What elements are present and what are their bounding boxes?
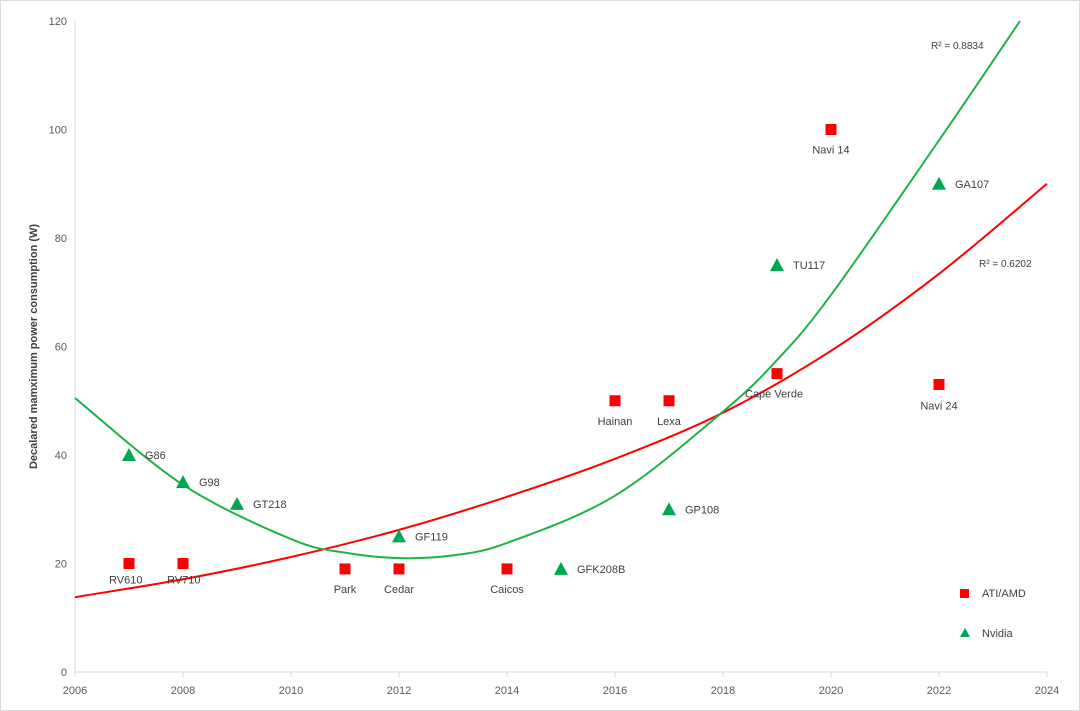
axes: 0 20 40 60 80 100 120 2006 2008 2010 2012 2014 2016 2… [28,16,1059,697]
legend: ATI/AMD Nvidia [960,588,1026,640]
x-tick-label: 2006 [63,685,87,697]
nvidia-r2-label: R² = 0.8834 [931,41,984,52]
nvidia-marker-gfk208b [554,561,568,575]
point-label-cedar: Cedar [384,584,414,596]
nvidia-marker-gp108 [662,502,676,516]
point-label-g98: G98 [199,477,220,489]
y-tick-label: 20 [55,559,67,571]
point-label-cape-verde: Cape Verde [745,389,803,401]
point-label-gfk208b: GFK208B [577,564,625,576]
nvidia-marker-g86 [122,448,136,461]
amd-marker-caicos [501,563,513,575]
nvidia-marker-tu117 [770,258,784,272]
y-tick-label: 40 [55,450,67,462]
point-label-navi-24: Navi 24 [920,400,957,412]
point-label-gf119: GF119 [415,531,448,543]
point-labels: R² = 0.6202 R² = 0.8834 RV610 RV710 Park Ceda… [109,41,1032,596]
amd-marker-rv710 [177,558,189,569]
x-tick-label: 2024 [1035,685,1059,697]
amd-trendline [74,182,1048,599]
point-label-ga107: GA107 [955,179,989,191]
amd-marker-cedar [393,563,405,575]
nvidia-marker-ga107 [932,176,946,190]
y-axis-title: Decalared mamximum power consumption (W) [28,224,40,469]
point-label-lexa: Lexa [657,416,682,428]
x-tick-label: 2020 [819,685,843,697]
point-label-g86: G86 [145,450,166,462]
x-tick-label: 2014 [495,685,519,697]
x-tick-label: 2022 [927,685,951,697]
y-tick-label: 60 [55,342,67,354]
y-tick-label: 120 [49,16,67,28]
legend-label-nvidia: Nvidia [982,628,1013,640]
legend-marker-amd [960,589,969,598]
amd-marker-cape-verde [771,368,783,380]
amd-marker-hainan [609,395,621,407]
nvidia-marker-g98 [176,475,190,489]
x-tick-label: 2018 [711,685,735,697]
y-tick-label: 0 [61,667,67,679]
point-label-hainan: Hainan [598,416,633,428]
legend-label-amd: ATI/AMD [982,588,1026,600]
trendlines [74,20,1048,599]
nvidia-marker-gf119 [392,529,406,543]
amd-r2-label: R² = 0.6202 [979,259,1032,270]
y-tick-label: 80 [55,233,67,245]
x-tick-label: 2010 [279,685,303,697]
amd-marker-rv610 [123,558,135,569]
x-tick-label: 2016 [603,685,627,697]
point-label-park: Park [334,584,357,596]
y-tick-label: 100 [49,125,67,137]
legend-marker-nvidia [960,628,970,637]
amd-marker-lexa [663,395,675,407]
amd-marker-park [339,563,351,575]
point-label-rv610: RV610 [109,575,142,587]
amd-marker-navi-24 [933,378,945,390]
point-label-tu117: TU117 [793,260,825,272]
point-label-caicos: Caicos [490,584,524,596]
point-label-gt218: GT218 [253,499,287,511]
x-tick-label: 2008 [171,685,195,697]
x-tick-label: 2012 [387,685,411,697]
nvidia-marker-gt218 [230,496,244,510]
nvidia-trendline [74,20,1021,560]
amd-marker-navi-14 [825,124,837,135]
point-label-navi-14: Navi 14 [812,145,849,157]
point-label-gp108: GP108 [685,504,719,516]
data-points [122,124,946,575]
point-label-rv710: RV710 [167,575,200,587]
